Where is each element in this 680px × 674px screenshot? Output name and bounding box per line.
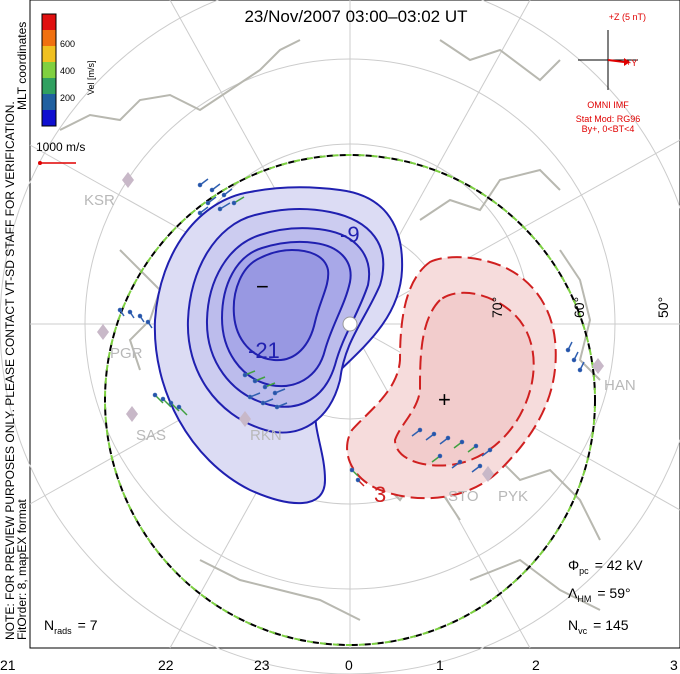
colorbar-label: Vel [m/s] bbox=[86, 60, 96, 95]
contour-label-3: 3 bbox=[374, 482, 386, 507]
colorbar-tick-200: 200 bbox=[60, 93, 75, 103]
colorbar-segment bbox=[42, 46, 56, 62]
colorbar-segment bbox=[42, 14, 56, 30]
station-pgr: PGR bbox=[110, 345, 143, 362]
lat-label-60: 60° bbox=[571, 297, 587, 318]
colorbar-segment bbox=[42, 94, 56, 110]
mlt-tick-0: 0 bbox=[345, 657, 353, 673]
min-marker: − bbox=[256, 274, 269, 299]
lambda-hm-stat: ΛHM = 59° bbox=[568, 585, 631, 604]
mlt-tick-3: 3 bbox=[670, 657, 678, 673]
mlt-tick-1: 1 bbox=[436, 657, 444, 673]
station-sto: STO bbox=[448, 488, 479, 505]
contour-label-neg9: -9 bbox=[340, 222, 360, 247]
colorbar-segment bbox=[42, 30, 56, 46]
imf-source: OMNI IMF bbox=[587, 100, 629, 110]
positive-potential-cell bbox=[346, 256, 557, 500]
imf-y-label: +Y bbox=[626, 58, 637, 68]
station-sas: SAS bbox=[136, 427, 166, 444]
max-marker: + bbox=[438, 387, 451, 412]
station-rkn: RKN bbox=[250, 427, 282, 444]
station-ksr: KSR bbox=[84, 192, 115, 209]
imf-z-label: +Z (5 nT) bbox=[609, 12, 646, 22]
colorbar-border bbox=[41, 13, 57, 127]
colorbar-segment bbox=[42, 78, 56, 94]
imf-condition: By+, 0<BT<4 bbox=[582, 124, 635, 134]
mlt-tick-21: 21 bbox=[0, 657, 16, 673]
phi-pc-stat: Φpc = 42 kV bbox=[568, 557, 643, 576]
fit-order-note: FitOrder: 8, mapEX format bbox=[15, 499, 29, 640]
lat-label-50: 50° bbox=[655, 297, 671, 318]
n-rads-stat: Nrads = 7 bbox=[44, 617, 98, 636]
lat-label-70: 70° bbox=[489, 297, 505, 318]
preview-note: NOTE: FOR PREVIEW PURPOSES ONLY. PLEASE … bbox=[3, 101, 17, 640]
station-han: HAN bbox=[604, 377, 636, 394]
imf-clock bbox=[578, 30, 638, 90]
mlt-tick-22: 22 bbox=[158, 657, 174, 673]
mlt-tick-2: 2 bbox=[532, 657, 540, 673]
map-title: 23/Nov/2007 03:00–03:02 UT bbox=[244, 7, 467, 26]
pole-marker bbox=[342, 316, 358, 332]
colorbar-segment bbox=[42, 110, 56, 126]
coord-note: MLT coordinates bbox=[15, 22, 29, 110]
mlt-tick-23: 23 bbox=[254, 657, 270, 673]
colorbar-segment bbox=[42, 62, 56, 78]
station-markers bbox=[97, 172, 604, 482]
stat-mod: Stat Mod: RG96 bbox=[576, 114, 641, 124]
station-pyk: PYK bbox=[498, 488, 528, 505]
contour-label-neg21: -21 bbox=[248, 338, 280, 363]
hm-boundary-green bbox=[104, 154, 596, 646]
negative-potential-cell bbox=[153, 186, 404, 505]
n-vc-stat: Nvc = 145 bbox=[568, 617, 629, 636]
colorbar-tick-600: 600 bbox=[60, 39, 75, 49]
colorbar-tick-400: 400 bbox=[60, 66, 75, 76]
ref-vector-label: 1000 m/s bbox=[36, 140, 85, 154]
velocity-colorbar bbox=[41, 13, 57, 127]
velocity-vectors bbox=[117, 178, 585, 487]
